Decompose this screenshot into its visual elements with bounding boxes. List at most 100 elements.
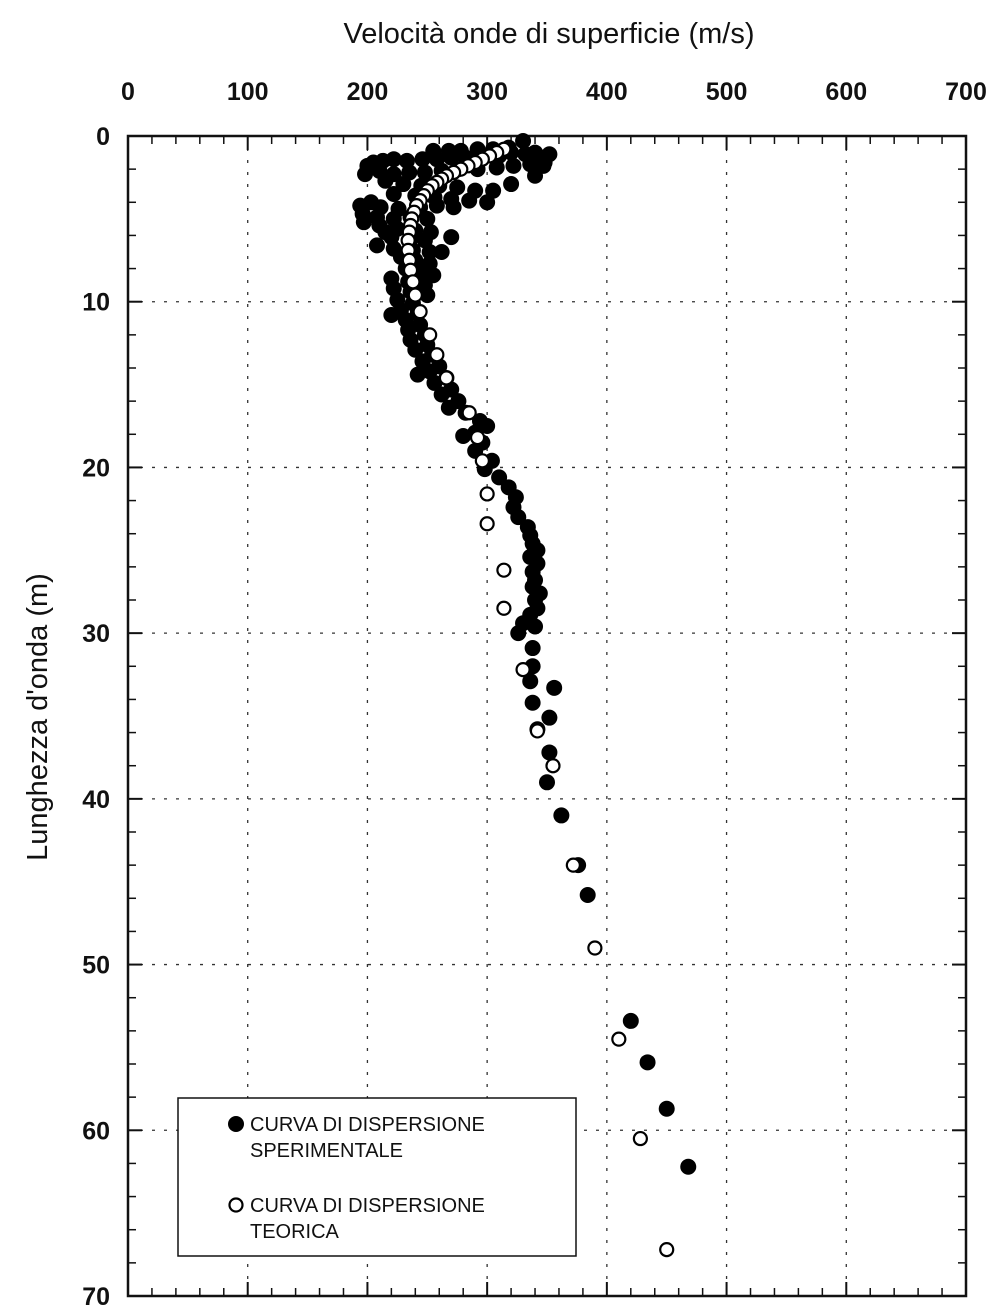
grid-lines [128,136,966,1296]
experimental-point [395,176,412,193]
theoretical-point [611,1031,627,1047]
legend-label-theoretical-line1: CURVA DI DISPERSIONE [250,1195,485,1217]
theoretical-point [405,274,421,290]
experimental-point [455,427,472,444]
experimental-point [443,229,460,246]
experimental-point [553,807,570,824]
theoretical-point [429,347,445,363]
experimental-point [510,509,527,526]
theoretical-point [407,287,423,303]
experimental-point [505,157,522,174]
experimental-point [355,214,372,231]
experimental-point [524,640,541,657]
theoretical-point [469,430,486,446]
experimental-point [383,306,400,323]
experimental-point [377,172,394,189]
experimental-point [440,399,457,416]
experimental-point [680,1158,697,1175]
experimental-point [546,679,563,696]
y-tick-label: 30 [82,620,110,648]
y-axis-title: Lunghezza d'onda (m) [22,573,54,861]
experimental-point [535,157,552,174]
theoretical-point [479,486,495,502]
axis-ticks [127,135,967,1297]
experimental-point [488,159,505,176]
theoretical-point [565,857,581,873]
experimental-point [527,618,544,635]
experimental-point [443,149,460,166]
experimental-point [658,1100,675,1117]
experimental-point [426,374,443,391]
experimental-point [541,709,558,726]
experimental-point [433,244,450,260]
experimental-point [639,1054,656,1071]
theoretical-point [422,327,438,343]
tick-labels: 0 100 200 300 400 500 600 700 0 10 20 30 40 50 60 70 [82,78,987,1309]
theoretical-point [587,940,603,956]
experimental-point [503,176,520,193]
experimental-point [579,886,596,903]
x-tick-label: 100 [227,78,269,106]
legend-label-experimental-line2: SPERIMENTALE [250,1140,403,1162]
legend-label-experimental-line1: CURVA DI DISPERSIONE [250,1114,485,1136]
y-tick-label: 10 [82,289,110,317]
theoretical-point [461,405,477,421]
experimental-point [419,287,436,304]
experimental-point [515,132,532,149]
experimental-point [385,186,402,202]
experimental-point [479,194,496,211]
x-tick-label: 300 [466,78,508,106]
legend: CURVA DI DISPERSIONE SPERIMENTALE CURVA … [177,1097,577,1257]
experimental-point [491,469,508,486]
series-theoretical [400,141,675,1258]
theoretical-point [515,661,531,678]
x-tick-label: 400 [586,78,628,106]
legend-label-theoretical-line2: TEORICA [250,1221,340,1243]
experimental-point [419,210,436,227]
y-tick-label: 20 [82,454,110,482]
legend-marker-experimental [228,1116,244,1132]
experimental-point [461,192,478,209]
y-tick-label: 70 [82,1283,110,1309]
experimental-point [622,1012,639,1029]
x-tick-label: 200 [347,78,389,106]
legend-box [177,1097,577,1257]
experimental-point [524,694,541,711]
legend-marker-theoretical [228,1197,244,1213]
theoretical-point [659,1241,675,1258]
experimental-point [541,744,558,761]
experimental-point [369,237,386,254]
experimental-point [539,774,555,791]
theoretical-point [496,562,512,578]
y-tick-label: 40 [82,786,110,814]
theoretical-point [529,723,546,739]
theoretical-point [632,1130,648,1147]
experimental-point [416,164,433,181]
x-tick-label: 0 [121,78,135,106]
experimental-point [445,199,462,216]
y-tick-label: 0 [96,123,110,151]
experimental-point [522,673,539,690]
experimental-point [421,244,438,260]
experimental-point [479,418,496,434]
theoretical-point [412,304,428,320]
experimental-point [510,625,527,642]
series-experimental [352,132,697,1175]
theoretical-point [545,758,561,774]
y-tick-label: 50 [82,952,110,980]
x-tick-label: 700 [945,78,987,106]
experimental-point [407,341,424,358]
experimental-point [357,166,374,183]
x-tick-label: 500 [706,78,748,106]
experimental-point [428,197,445,214]
theoretical-point [496,600,512,616]
x-axis-title: Velocità onde di superficie (m/s) [343,18,754,50]
theoretical-point [438,370,455,386]
x-tick-label: 600 [825,78,867,106]
theoretical-point [479,516,495,532]
experimental-point [409,366,426,383]
y-tick-label: 60 [82,1117,110,1145]
plot-frame [126,134,968,1298]
